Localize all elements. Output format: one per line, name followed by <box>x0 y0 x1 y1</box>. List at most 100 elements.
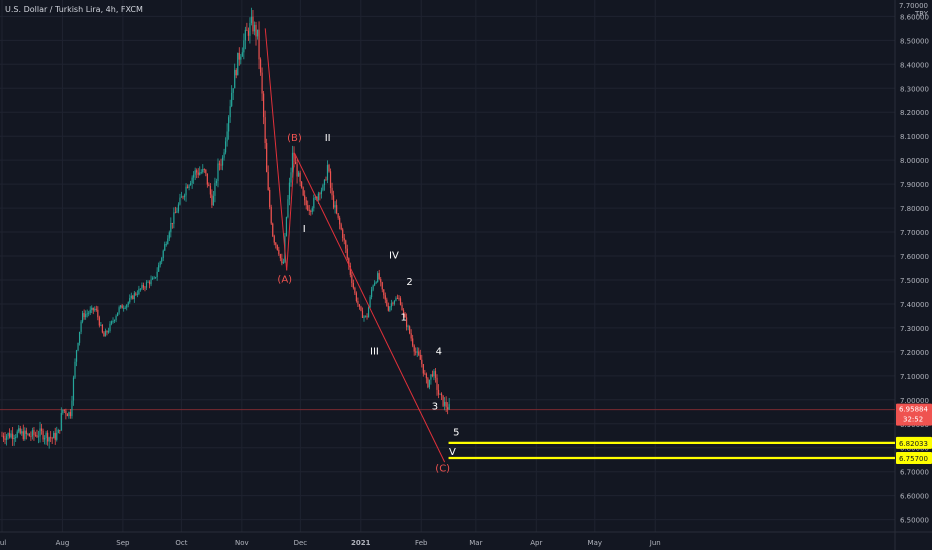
candle-body <box>214 183 216 196</box>
candle-body <box>34 434 37 436</box>
candle-body <box>224 141 227 153</box>
wave-label[interactable]: V <box>449 447 456 458</box>
wave-label[interactable]: 3 <box>432 401 438 412</box>
candle-body <box>398 298 400 300</box>
candle-body <box>74 361 76 378</box>
candle-body <box>48 437 50 442</box>
candle-body <box>136 294 138 295</box>
wave-label[interactable]: IV <box>389 250 399 261</box>
wave-trend-line[interactable] <box>286 152 295 271</box>
candle-body <box>82 313 84 322</box>
price-axis-tick-label: 7.10000 <box>900 373 929 381</box>
candle-body <box>296 164 298 177</box>
candle-body <box>190 183 192 186</box>
candle-body <box>193 174 195 178</box>
time-axis-tick-label: Dec <box>294 539 308 547</box>
candle-body <box>253 24 256 32</box>
wave-label[interactable]: (A) <box>277 274 292 285</box>
candle-body <box>183 195 186 198</box>
wave-label[interactable]: II <box>325 133 331 144</box>
candle-body <box>19 428 21 434</box>
candle-body <box>156 271 158 278</box>
candle-body <box>246 29 248 31</box>
candle-body <box>304 195 306 201</box>
candle-body <box>357 301 359 305</box>
target-level-label: 6.75700 <box>899 455 928 463</box>
candle-body <box>139 288 142 290</box>
candle-body <box>238 52 240 60</box>
candle-body <box>78 331 81 343</box>
wave-label[interactable]: 1 <box>401 313 407 324</box>
currency-label: 7.70000 TRY <box>899 2 928 18</box>
candle-body <box>1 435 3 437</box>
candle-body <box>13 438 15 440</box>
candle-body <box>270 206 272 224</box>
wave-label[interactable]: (B) <box>287 133 302 144</box>
candle-body <box>444 401 446 406</box>
candle-body <box>340 224 342 230</box>
wave-label[interactable]: (C) <box>435 464 450 475</box>
candle-body <box>279 254 281 259</box>
candle-body <box>424 373 426 375</box>
price-axis-tick-label: 7.50000 <box>900 277 929 285</box>
candle-body <box>240 56 242 60</box>
candle-body <box>89 309 91 313</box>
candle-body <box>104 330 107 337</box>
candle-body <box>447 407 449 410</box>
symbol-title[interactable]: U.S. Dollar / Turkish Lira, 4h, FXCM <box>5 5 143 14</box>
candle-body <box>419 354 421 360</box>
candle-body <box>386 299 388 306</box>
wave-label[interactable]: III <box>370 346 379 357</box>
candle-body <box>273 236 275 243</box>
candle-body <box>436 377 438 390</box>
candle-body <box>71 400 73 417</box>
candle-body <box>427 378 429 388</box>
wave-trend-line[interactable] <box>294 152 446 463</box>
candle-body <box>37 436 40 438</box>
candle-body <box>97 309 99 318</box>
candle-body <box>226 131 228 142</box>
wave-label[interactable]: 4 <box>436 346 442 357</box>
price-axis-tick-label: 8.40000 <box>900 61 929 69</box>
candle-body <box>372 285 374 290</box>
candle-body <box>161 258 163 262</box>
candle-body <box>30 436 32 438</box>
candle-body <box>95 308 97 310</box>
candle-body <box>45 432 47 438</box>
candle-body <box>135 293 137 295</box>
candle-body <box>72 377 75 401</box>
candle-body <box>433 371 435 377</box>
candle-body <box>191 177 193 184</box>
wave-label[interactable]: 2 <box>406 277 412 288</box>
wave-label[interactable]: 5 <box>453 428 459 439</box>
candle-body <box>407 326 409 328</box>
candle-body <box>43 437 46 440</box>
candle-body <box>75 350 78 362</box>
candle-body <box>381 282 383 290</box>
current-price-badge[interactable] <box>896 403 932 426</box>
candle-body <box>430 374 432 380</box>
candle-body <box>346 248 348 259</box>
candle-body <box>173 212 175 224</box>
candle-body <box>59 429 61 431</box>
target-level-badge[interactable] <box>896 452 932 465</box>
candle-body <box>209 186 211 195</box>
time-axis-tick-label: Feb <box>415 539 428 547</box>
candle-body <box>2 435 5 439</box>
target-level-badge[interactable] <box>896 436 932 449</box>
candle-body <box>174 212 176 214</box>
candle-body <box>220 164 222 166</box>
candle-body <box>387 305 389 311</box>
candle-body <box>51 437 53 439</box>
candle-body <box>256 29 259 37</box>
candle-body <box>307 205 309 211</box>
wave-label[interactable]: I <box>303 224 306 235</box>
price-axis-tick-label: 6.60000 <box>900 493 929 501</box>
candle-body <box>133 293 135 300</box>
candle-body <box>229 106 231 118</box>
candle-body <box>211 194 213 206</box>
currency-label-price: 7.70000 <box>899 2 928 10</box>
price-axis-tick-label: 7.30000 <box>900 325 929 333</box>
wave-trend-line[interactable] <box>264 28 288 271</box>
